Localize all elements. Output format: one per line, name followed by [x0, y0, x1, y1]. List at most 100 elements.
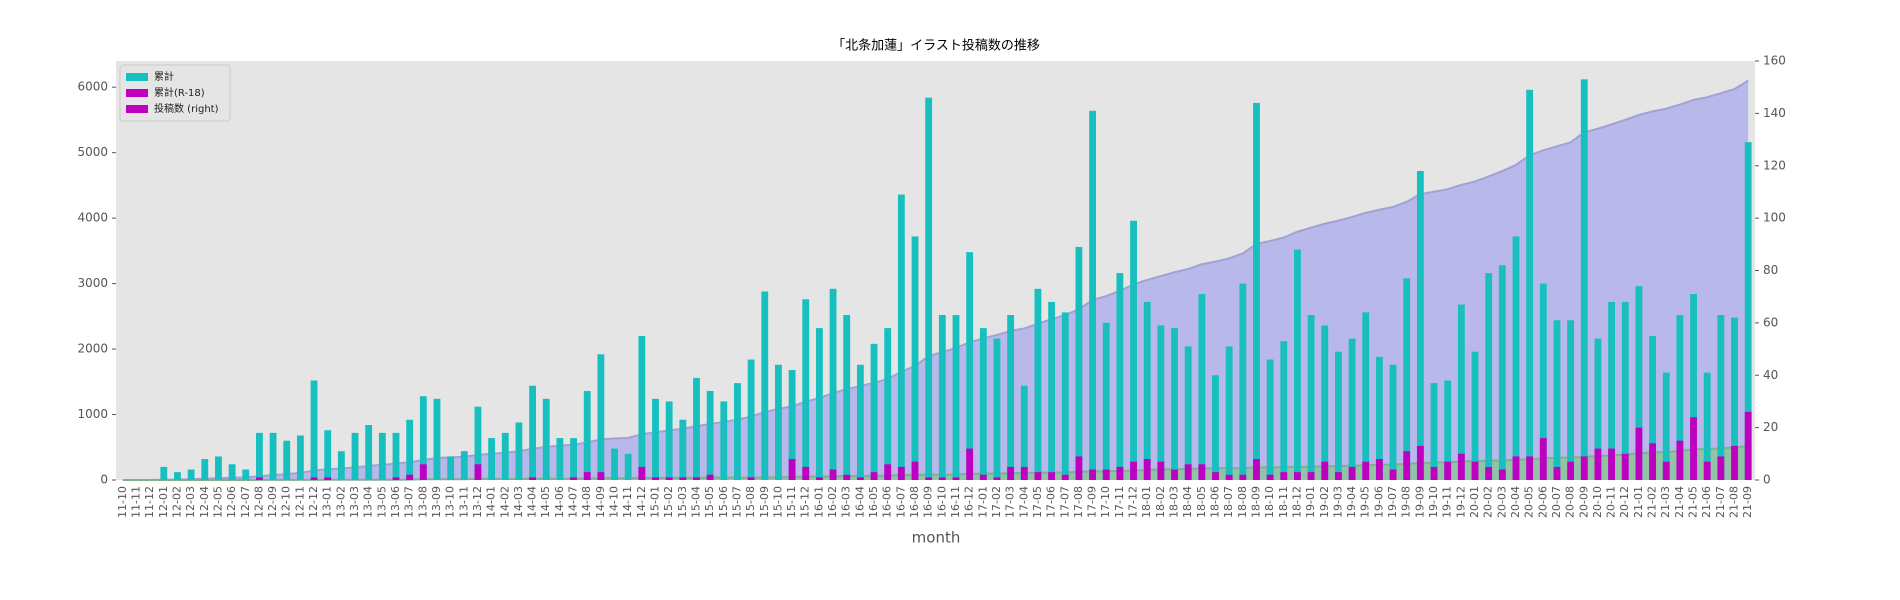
- bar: [228, 464, 236, 480]
- bar: [1621, 453, 1629, 480]
- x-tick-label: 14-04: [526, 486, 539, 518]
- bar: [1294, 472, 1301, 480]
- x-tick-label: 16-11: [949, 486, 962, 518]
- bar: [1184, 346, 1192, 480]
- x-tick-label: 19-08: [1400, 486, 1413, 518]
- bar: [1389, 364, 1397, 480]
- legend-swatch: [126, 89, 148, 97]
- x-tick-label: 17-11: [1113, 486, 1126, 518]
- bar: [1321, 461, 1329, 480]
- bar: [1608, 301, 1616, 480]
- x-tick-label: 16-10: [935, 486, 948, 518]
- x-tick-label: 12-06: [225, 486, 238, 518]
- bar: [611, 448, 618, 480]
- x-tick-label: 16-08: [908, 486, 921, 518]
- x-tick-label: 12-01: [157, 486, 170, 518]
- x-tick-label: 13-04: [362, 486, 375, 518]
- bar: [1266, 359, 1274, 480]
- bar: [1075, 246, 1083, 480]
- bar: [979, 328, 987, 480]
- x-tick-label: 17-10: [1099, 486, 1112, 518]
- bar: [1526, 456, 1534, 480]
- x-tick-label: 18-03: [1168, 486, 1181, 518]
- bar: [583, 472, 591, 480]
- x-tick-label: 14-09: [594, 486, 607, 518]
- bar: [1375, 356, 1383, 480]
- bar: [802, 466, 810, 480]
- bar: [1061, 474, 1069, 480]
- x-tick-label: 15-04: [689, 486, 702, 518]
- bar: [1007, 466, 1015, 480]
- bar: [460, 451, 468, 480]
- x-tick-label: 13-10: [444, 486, 457, 518]
- x-tick-label: 14-02: [498, 486, 511, 518]
- bar: [310, 477, 318, 480]
- chart-title: 「北条加蓮」イラスト投稿数の推移: [832, 38, 1040, 54]
- x-tick-label: 14-06: [553, 486, 566, 518]
- x-tick-label: 15-09: [758, 486, 771, 518]
- x-tick-label: 16-09: [922, 486, 935, 518]
- x-tick-label: 20-01: [1468, 486, 1481, 518]
- x-tick-label: 12-12: [307, 486, 320, 518]
- bar: [1690, 417, 1697, 480]
- bar: [693, 377, 700, 480]
- bar: [1280, 472, 1288, 480]
- x-tick-label: 19-02: [1318, 486, 1331, 518]
- bar: [829, 288, 837, 480]
- x-tick-label: 17-03: [1004, 486, 1017, 518]
- x-tick-label: 19-12: [1454, 486, 1467, 518]
- bar: [884, 328, 892, 480]
- bar: [843, 474, 851, 480]
- bar: [1020, 385, 1028, 480]
- x-tick-label: 18-11: [1277, 486, 1290, 518]
- y2-tick-label: 140: [1763, 106, 1786, 120]
- bar: [1075, 456, 1083, 480]
- bar: [1335, 351, 1342, 480]
- x-tick-label: 12-09: [266, 486, 279, 518]
- bar: [310, 380, 318, 480]
- x-tick-label: 16-04: [853, 486, 866, 518]
- bar: [761, 291, 769, 480]
- x-tick-label: 20-07: [1550, 486, 1563, 518]
- bar: [392, 477, 400, 480]
- bar: [679, 419, 687, 480]
- x-tick-label: 12-03: [184, 486, 197, 518]
- bar: [1348, 338, 1356, 480]
- bar: [1280, 341, 1288, 480]
- legend-label: 累計: [154, 70, 174, 83]
- x-tick-label: 12-08: [252, 486, 265, 518]
- y2-tick-label: 20: [1763, 420, 1778, 434]
- bar: [1731, 317, 1738, 480]
- bar: [788, 370, 796, 480]
- bar: [570, 477, 577, 480]
- bar: [665, 477, 673, 480]
- bar: [1430, 383, 1438, 480]
- bar: [775, 364, 782, 480]
- bar: [1171, 328, 1178, 480]
- bar: [1089, 110, 1096, 480]
- bar: [1184, 464, 1192, 480]
- bar: [1225, 346, 1233, 480]
- bar: [720, 401, 728, 480]
- x-tick-label: 19-07: [1386, 486, 1399, 518]
- bar: [501, 432, 509, 480]
- x-tick-label: 19-06: [1372, 486, 1385, 518]
- bar: [1130, 220, 1137, 480]
- bar: [1116, 466, 1124, 480]
- bar: [925, 97, 933, 480]
- bar: [1321, 325, 1329, 480]
- x-tick-label: 15-11: [785, 486, 798, 518]
- x-tick-label: 16-05: [867, 486, 880, 518]
- y-tick-label: 5000: [77, 145, 108, 159]
- bar: [597, 472, 605, 480]
- x-tick-label: 21-05: [1687, 486, 1700, 518]
- bar: [1171, 469, 1178, 480]
- x-tick-label: 14-05: [539, 486, 552, 518]
- bar: [966, 252, 974, 480]
- x-tick-label: 12-11: [293, 486, 306, 518]
- bar: [283, 440, 291, 480]
- bar: [1594, 448, 1602, 480]
- bar: [1102, 469, 1110, 480]
- bar: [993, 338, 1001, 480]
- x-tick-label: 17-12: [1127, 486, 1140, 518]
